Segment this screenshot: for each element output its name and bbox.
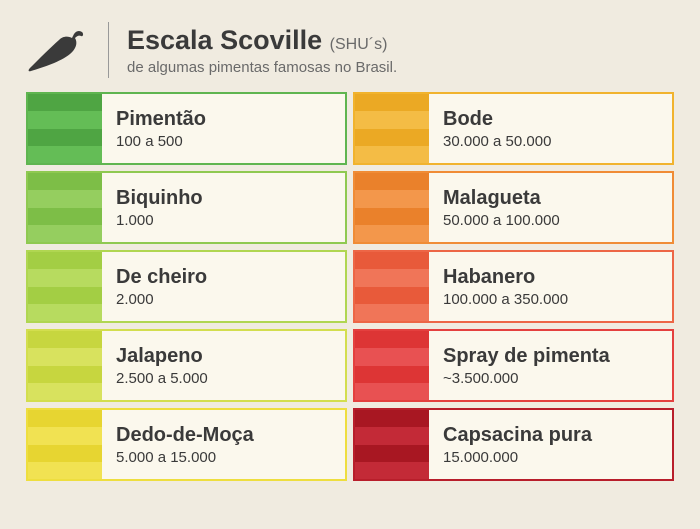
pepper-range: 5.000 a 15.000 [116, 449, 331, 466]
pepper-info: Capsacina pura15.000.000 [429, 410, 672, 479]
scale-row: Spray de pimenta~3.500.000 [353, 329, 674, 402]
scale-row: De cheiro2.000 [26, 250, 347, 323]
heat-stripes [28, 331, 102, 400]
scale-row: Capsacina pura15.000.000 [353, 408, 674, 481]
pepper-name: Jalapeno [116, 344, 331, 369]
chili-pepper-icon [26, 26, 90, 74]
scale-columns: Pimentão100 a 500Biquinho1.000De cheiro2… [26, 92, 674, 481]
pepper-range: 1.000 [116, 212, 331, 229]
pepper-name: Spray de pimenta [443, 344, 658, 369]
pepper-range: 2.000 [116, 291, 331, 308]
heat-stripes [28, 173, 102, 242]
scale-row: Biquinho1.000 [26, 171, 347, 244]
header-divider [108, 22, 109, 78]
scale-row: Pimentão100 a 500 [26, 92, 347, 165]
title-block: Escala Scoville (SHU´s) de algumas pimen… [127, 24, 674, 75]
title-units: (SHU´s) [330, 36, 388, 53]
heat-stripes [355, 410, 429, 479]
pepper-name: Habanero [443, 265, 658, 290]
pepper-name: Bode [443, 107, 658, 132]
heat-stripes [28, 252, 102, 321]
pepper-name: Pimentão [116, 107, 331, 132]
pepper-range: 50.000 a 100.000 [443, 212, 658, 229]
pepper-info: Pimentão100 a 500 [102, 94, 345, 163]
pepper-range: 2.500 a 5.000 [116, 370, 331, 387]
heat-stripes [28, 94, 102, 163]
pepper-info: Bode30.000 a 50.000 [429, 94, 672, 163]
pepper-info: Habanero100.000 a 350.000 [429, 252, 672, 321]
right-column: Bode30.000 a 50.000 Malagueta50.000 a 100… [353, 92, 674, 481]
pepper-range: 15.000.000 [443, 449, 658, 466]
heat-stripes [355, 252, 429, 321]
scale-row: Jalapeno2.500 a 5.000 [26, 329, 347, 402]
pepper-info: Malagueta50.000 a 100.000 [429, 173, 672, 242]
pepper-range: 100 a 500 [116, 133, 331, 150]
scale-row: Malagueta50.000 a 100.000 [353, 171, 674, 244]
scale-row: Habanero100.000 a 350.000 [353, 250, 674, 323]
subtitle: de algumas pimentas famosas no Brasil. [127, 59, 674, 76]
pepper-info: Spray de pimenta~3.500.000 [429, 331, 672, 400]
left-column: Pimentão100 a 500Biquinho1.000De cheiro2… [26, 92, 347, 481]
heat-stripes [28, 410, 102, 479]
title-text: Escala Scoville [127, 25, 322, 55]
heat-stripes [355, 94, 429, 163]
header: Escala Scoville (SHU´s) de algumas pimen… [26, 22, 674, 78]
pepper-name: De cheiro [116, 265, 331, 290]
pepper-info: Dedo-de-Moça5.000 a 15.000 [102, 410, 345, 479]
scale-row: Bode30.000 a 50.000 [353, 92, 674, 165]
pepper-name: Capsacina pura [443, 423, 658, 448]
pepper-range: 30.000 a 50.000 [443, 133, 658, 150]
heat-stripes [355, 331, 429, 400]
pepper-info: Biquinho1.000 [102, 173, 345, 242]
pepper-range: 100.000 a 350.000 [443, 291, 658, 308]
pepper-name: Dedo-de-Moça [116, 423, 331, 448]
heat-stripes [355, 173, 429, 242]
pepper-info: De cheiro2.000 [102, 252, 345, 321]
pepper-name: Malagueta [443, 186, 658, 211]
pepper-range: ~3.500.000 [443, 370, 658, 387]
pepper-info: Jalapeno2.500 a 5.000 [102, 331, 345, 400]
pepper-name: Biquinho [116, 186, 331, 211]
scale-row: Dedo-de-Moça5.000 a 15.000 [26, 408, 347, 481]
title: Escala Scoville (SHU´s) [127, 24, 674, 56]
